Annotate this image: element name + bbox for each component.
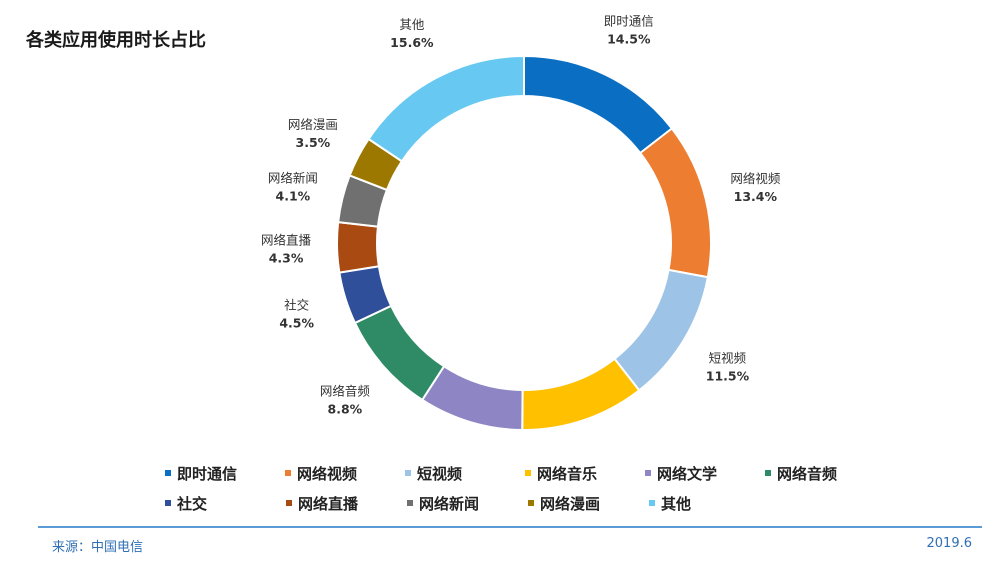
source-text: 来源：中国电信: [52, 540, 144, 555]
legend-swatch: [645, 470, 651, 476]
legend-label: 网络直播: [298, 494, 359, 513]
slice-label-value: 4.5%: [279, 315, 314, 330]
legend-item: 网络直播: [286, 493, 407, 514]
donut-slice: [523, 54, 674, 155]
legend-item: 网络视频: [285, 463, 405, 484]
legend-swatch: [405, 470, 411, 476]
slice-label-value: 4.3%: [269, 251, 304, 266]
donut-slices: [336, 54, 712, 432]
legend-label: 网络视频: [297, 464, 358, 483]
legend: 即时通信 网络视频 短视频 网络音乐 网络文学 网络音频 社交 网络直播 网络新闻 网络漫画 其他: [165, 458, 885, 518]
chart-title: 各类应用使用时长占比: [26, 30, 206, 51]
donut-slice: [613, 268, 710, 392]
legend-swatch: [528, 500, 534, 506]
legend-item: 网络音乐: [525, 463, 645, 484]
legend-label: 社交: [177, 494, 208, 513]
legend-swatch: [165, 470, 171, 476]
legend-swatch: [286, 500, 292, 506]
slice-label-value: 11.5%: [706, 369, 750, 384]
legend-label: 短视频: [417, 464, 463, 483]
legend-item: 网络音频: [765, 463, 885, 484]
donut-slice: [521, 357, 641, 431]
legend-item: 网络新闻: [407, 493, 528, 514]
slice-labels: 即时通信14.5%网络视频13.4%短视频11.5%网络音乐10.7%网络文学9…: [261, 13, 781, 417]
legend-label: 即时通信: [177, 464, 238, 483]
legend-swatch: [165, 500, 171, 506]
slice-label-value: 4.1%: [276, 188, 311, 203]
slice-label-name: 短视频: [709, 351, 747, 366]
legend-item: 短视频: [405, 463, 525, 484]
legend-label: 网络音乐: [537, 464, 598, 483]
slice-label-name: 网络漫画: [288, 117, 338, 132]
slice-label-name: 网络新闻: [268, 170, 318, 185]
legend-row: 社交 网络直播 网络新闻 网络漫画 其他: [165, 488, 885, 518]
legend-label: 网络新闻: [419, 494, 480, 513]
slice-label-value: 13.4%: [734, 189, 778, 204]
legend-item: 社交: [165, 493, 286, 514]
slice-label-name: 社交: [284, 297, 309, 312]
legend-swatch: [525, 470, 531, 476]
legend-item: 网络漫画: [528, 493, 649, 514]
legend-swatch: [285, 470, 291, 476]
donut-slice: [638, 127, 712, 279]
donut-slice: [367, 54, 525, 163]
slice-label-value: 8.8%: [328, 402, 363, 417]
slice-label-name: 网络音频: [320, 384, 371, 399]
slice-label-value: 14.5%: [607, 31, 651, 46]
legend-label: 网络音频: [777, 464, 838, 483]
legend-label: 其他: [661, 494, 692, 513]
donut-slice: [336, 221, 380, 274]
footer-divider: [38, 526, 982, 528]
legend-row: 即时通信 网络视频 短视频 网络音乐 网络文学 网络音频: [165, 458, 885, 488]
legend-swatch: [649, 500, 655, 506]
slice-label-value: 3.5%: [296, 135, 331, 150]
legend-swatch: [765, 470, 771, 476]
slice-label-name: 即时通信: [604, 13, 654, 28]
legend-swatch: [407, 500, 413, 506]
legend-label: 网络漫画: [540, 494, 601, 513]
date-text: 2019.6: [926, 536, 973, 551]
legend-item: 即时通信: [165, 463, 285, 484]
donut-chart: 即时通信14.5%网络视频13.4%短视频11.5%网络音乐10.7%网络文学9…: [261, 13, 781, 432]
slice-label-name: 网络视频: [730, 171, 781, 186]
legend-item: 其他: [649, 493, 770, 514]
slice-label-name: 网络直播: [261, 233, 312, 248]
legend-label: 网络文学: [657, 464, 718, 483]
slice-label-value: 15.6%: [390, 35, 434, 50]
slice-label-name: 其他: [399, 17, 425, 32]
legend-item: 网络文学: [645, 463, 765, 484]
